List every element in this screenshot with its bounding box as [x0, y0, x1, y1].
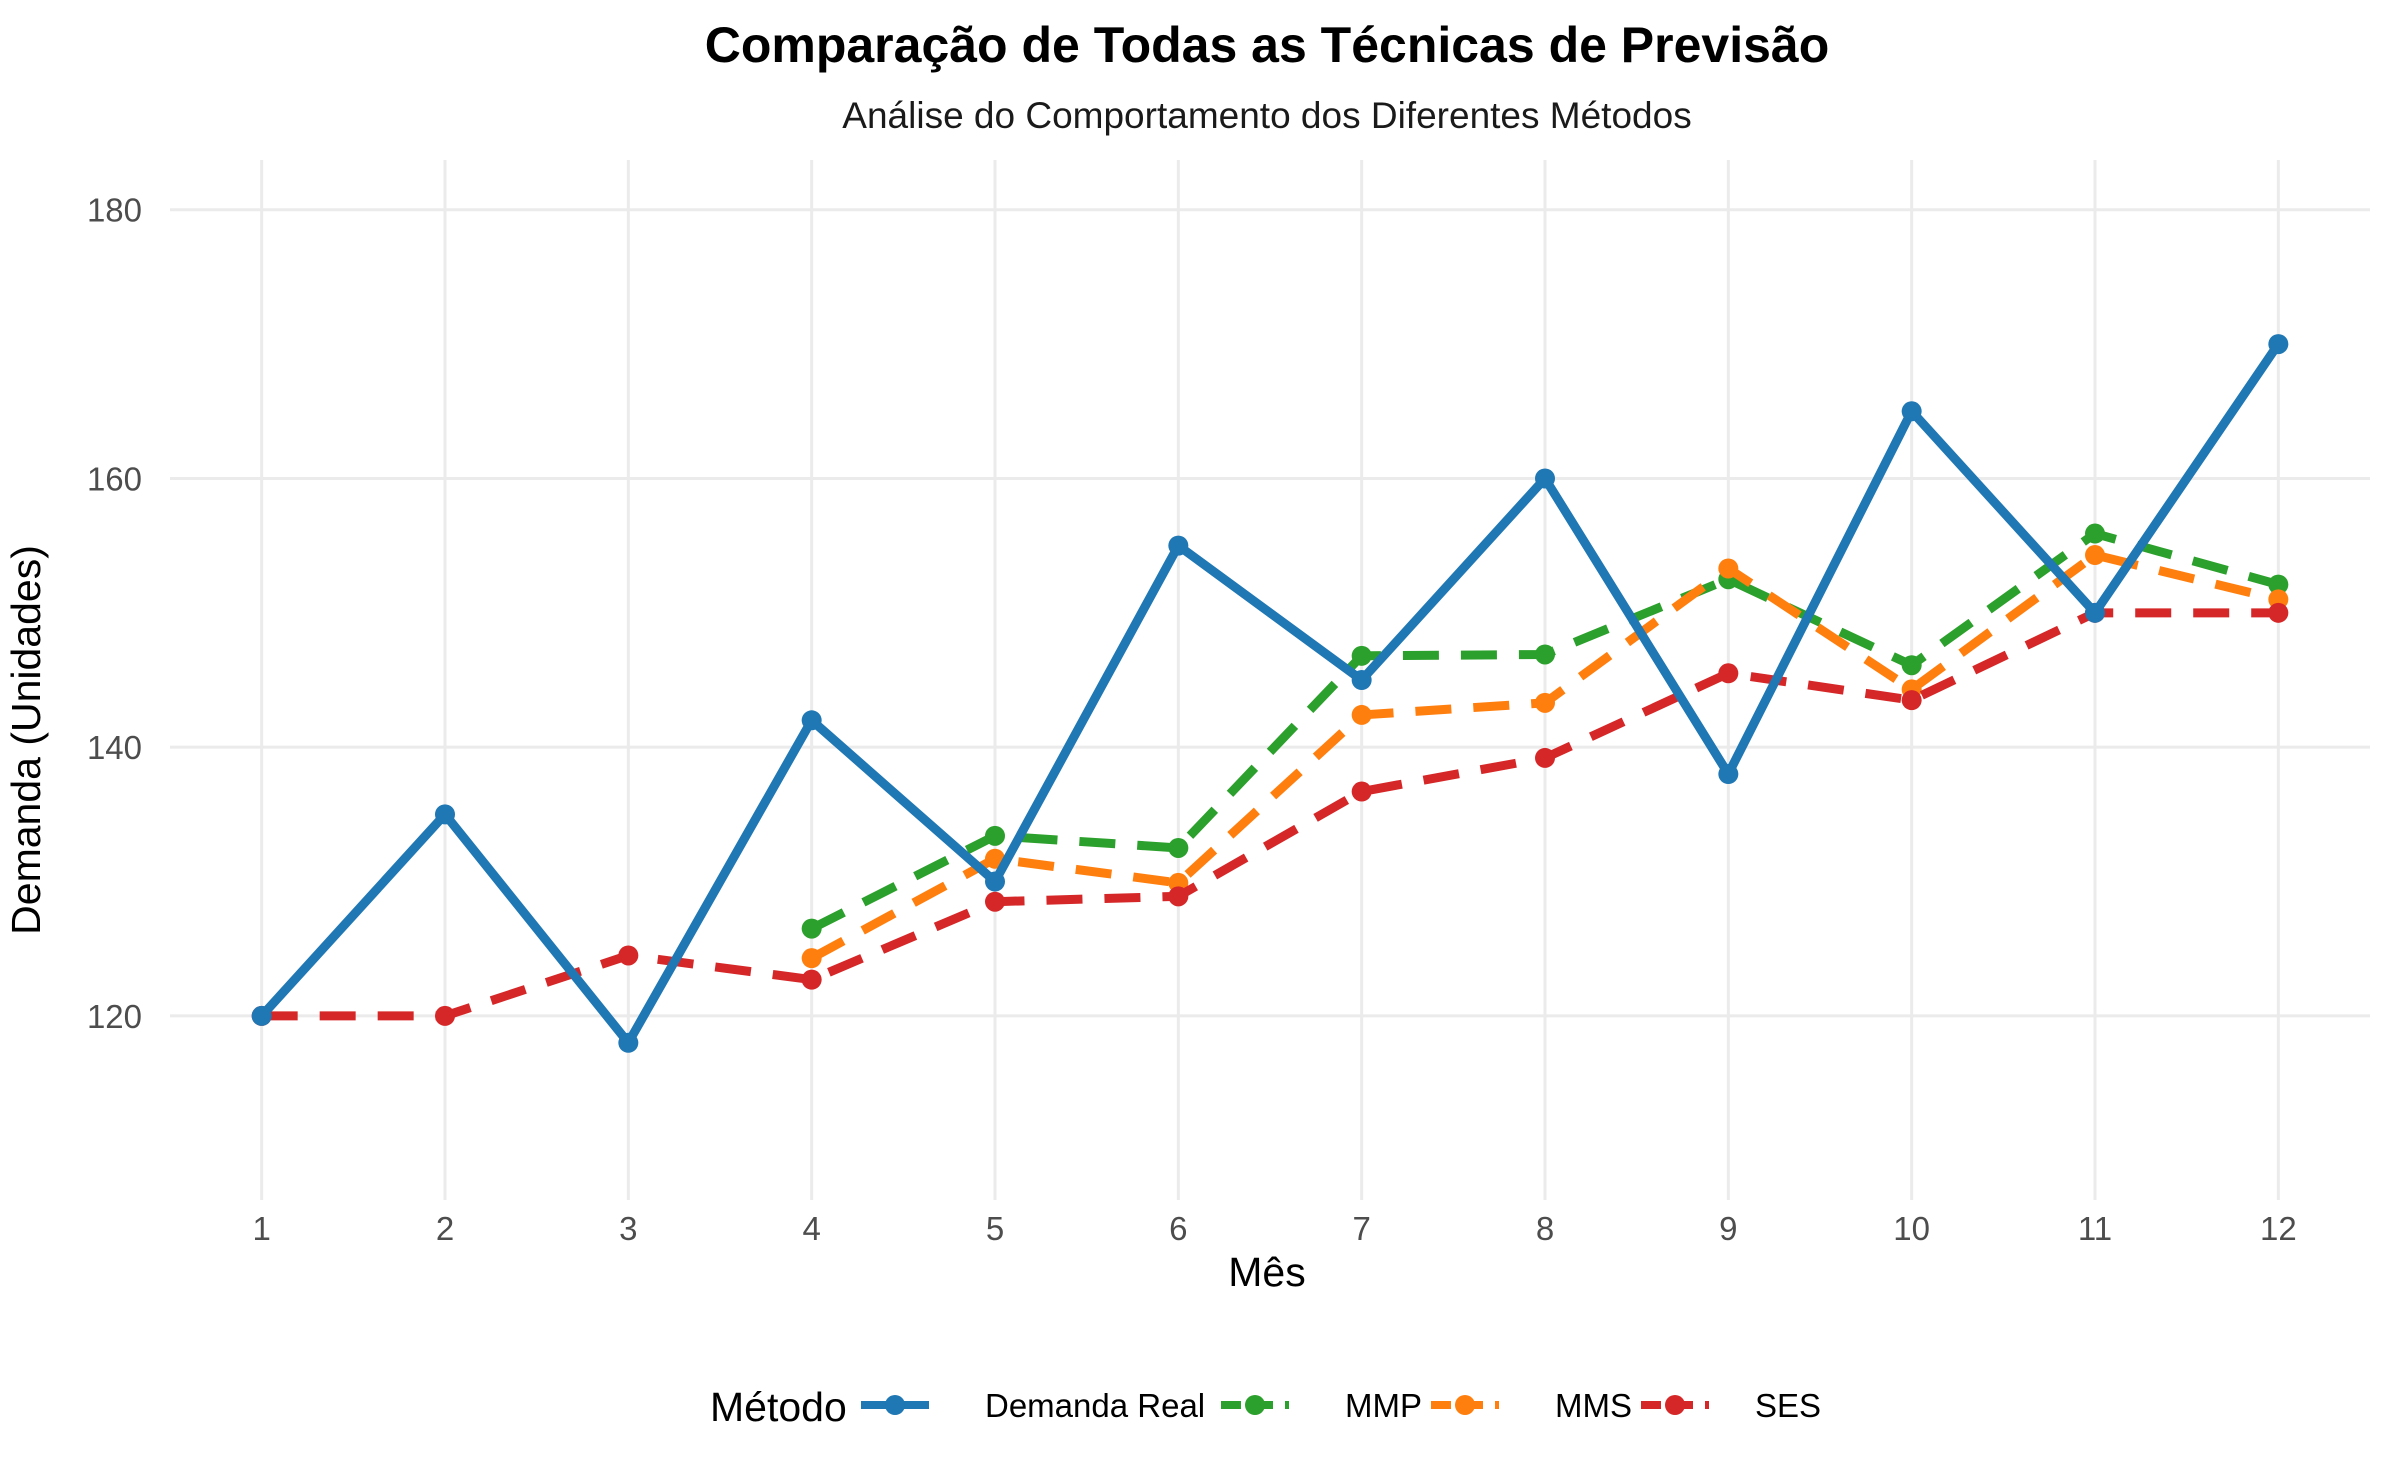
x-tick-label: 10: [1893, 1210, 1930, 1247]
y-tick-label: 120: [87, 998, 142, 1035]
x-tick-label: 8: [1536, 1210, 1554, 1247]
data-point-mmp: [1168, 837, 1189, 858]
series-line-ses: [261, 608, 2279, 1021]
data-point-demanda-real: [1351, 670, 1372, 690]
y-axis-label: Demanda (Unidades): [3, 545, 49, 935]
y-tick-label: 180: [87, 192, 142, 229]
data-point-demanda-real: [1718, 764, 1739, 785]
data-point-mmp: [985, 825, 1005, 846]
legend-key-point-ses: [1665, 1395, 1685, 1415]
series-ses: [251, 602, 2289, 1026]
data-point-demanda-real: [1168, 535, 1189, 556]
data-point-mmp: [2085, 523, 2105, 544]
chart-title: Comparação de Todas as Técnicas de Previ…: [705, 17, 1830, 73]
data-point-ses: [2268, 602, 2289, 623]
x-tick-label: 5: [986, 1210, 1004, 1247]
data-point-ses: [1718, 663, 1739, 684]
x-axis-ticks: 1 2 3 4 5 6 7 8 9 10 11 12: [252, 1210, 2296, 1247]
data-point-mms: [801, 948, 822, 969]
data-point-demanda-real: [2085, 602, 2105, 623]
x-tick-label: 1: [252, 1210, 270, 1247]
x-axis-label: Mês: [1228, 1249, 1305, 1295]
data-point-demanda-real: [251, 1005, 272, 1026]
chart-subtitle: Análise do Comportamento dos Diferentes …: [842, 95, 1691, 136]
data-point-mmp: [1351, 645, 1372, 666]
legend-key-point-mmp: [1245, 1395, 1265, 1415]
data-point-mms: [1535, 692, 1555, 713]
legend-label-demanda-real: Demanda Real: [985, 1387, 1205, 1424]
series-demanda-real: [251, 334, 2289, 1053]
data-point-demanda-real: [618, 1032, 639, 1053]
data-point-demanda-real: [2268, 334, 2289, 355]
y-tick-label: 160: [87, 460, 142, 497]
data-point-ses: [1351, 781, 1372, 802]
legend-title: Método: [710, 1384, 847, 1430]
data-point-demanda-real: [435, 804, 455, 825]
data-point-mmp: [2268, 574, 2289, 595]
y-axis-ticks: 120 140 160 180: [87, 192, 142, 1035]
legend-label-mms: MMS: [1555, 1387, 1632, 1424]
x-tick-label: 11: [2078, 1210, 2112, 1247]
data-point-ses: [1168, 886, 1189, 907]
x-tick-label: 2: [436, 1210, 454, 1247]
legend-label-ses: SES: [1755, 1387, 1821, 1424]
data-point-ses: [801, 969, 822, 990]
data-point-demanda-real: [985, 871, 1005, 892]
x-tick-label: 9: [1719, 1210, 1737, 1247]
data-point-ses: [985, 891, 1005, 912]
series: [251, 334, 2289, 1053]
grid: [170, 160, 2370, 1200]
data-point-demanda-real: [1535, 468, 1555, 489]
legend-key-point-demanda-real: [885, 1395, 905, 1415]
legend-label-mmp: MMP: [1345, 1387, 1422, 1424]
data-point-mms: [2085, 545, 2105, 566]
series-line-demanda-real: [258, 341, 2283, 1048]
data-point-ses: [435, 1005, 455, 1026]
y-tick-label: 140: [87, 729, 142, 766]
data-point-mmp: [801, 918, 822, 939]
x-tick-label: 3: [619, 1210, 637, 1247]
data-point-mmp: [1535, 644, 1555, 665]
data-point-mms: [1718, 558, 1739, 579]
legend: Método Demanda Real MMP MMS SES: [710, 1384, 1821, 1430]
data-point-demanda-real: [801, 710, 822, 731]
data-point-mmp: [1901, 655, 1922, 676]
data-point-ses: [1535, 747, 1555, 768]
data-point-ses: [618, 945, 639, 966]
data-point-mms: [1351, 704, 1372, 725]
series-mmp: [801, 523, 2289, 939]
x-tick-label: 4: [802, 1210, 820, 1247]
legend-key-point-mms: [1455, 1395, 1475, 1415]
data-point-demanda-real: [1901, 401, 1922, 422]
x-tick-label: 6: [1169, 1210, 1187, 1247]
data-point-ses: [1901, 690, 1922, 711]
x-tick-label: 12: [2260, 1210, 2297, 1247]
x-tick-label: 7: [1352, 1210, 1370, 1247]
